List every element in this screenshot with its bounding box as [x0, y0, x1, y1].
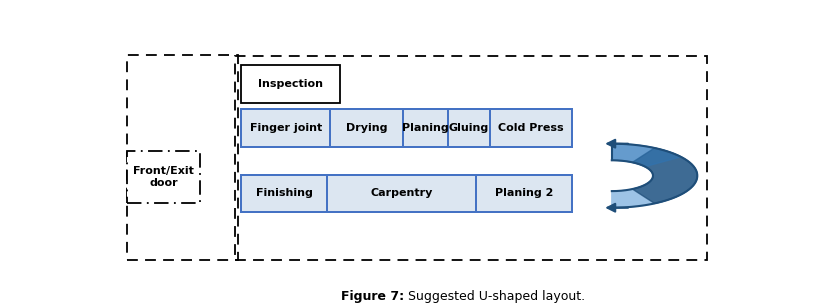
Bar — [489, 109, 572, 147]
Bar — [127, 151, 200, 203]
Bar — [235, 56, 707, 260]
Bar — [242, 175, 327, 213]
Bar — [242, 109, 330, 147]
Bar — [242, 109, 572, 147]
Bar — [242, 65, 340, 103]
Bar — [330, 109, 403, 147]
Bar — [475, 175, 572, 213]
Bar — [242, 175, 572, 213]
Polygon shape — [612, 144, 681, 167]
Text: Cold Press: Cold Press — [498, 123, 564, 133]
Text: Front/Exit
door: Front/Exit door — [133, 166, 194, 188]
Text: Suggested U-shaped layout.: Suggested U-shaped layout. — [408, 290, 586, 303]
Polygon shape — [612, 144, 697, 208]
Text: Finger joint: Finger joint — [250, 123, 322, 133]
Polygon shape — [632, 148, 697, 203]
Bar — [449, 109, 489, 147]
Text: Figure 7:: Figure 7: — [341, 290, 408, 303]
Text: Drying: Drying — [346, 123, 387, 133]
Bar — [403, 109, 449, 147]
Text: Planing 2: Planing 2 — [494, 188, 553, 198]
Bar — [327, 175, 475, 213]
Text: Gluing: Gluing — [449, 123, 489, 133]
Text: Planing: Planing — [402, 123, 449, 133]
Text: Carpentry: Carpentry — [370, 188, 432, 198]
Text: Finishing: Finishing — [256, 188, 313, 198]
Text: Inspection: Inspection — [258, 79, 323, 89]
Bar — [127, 55, 239, 260]
